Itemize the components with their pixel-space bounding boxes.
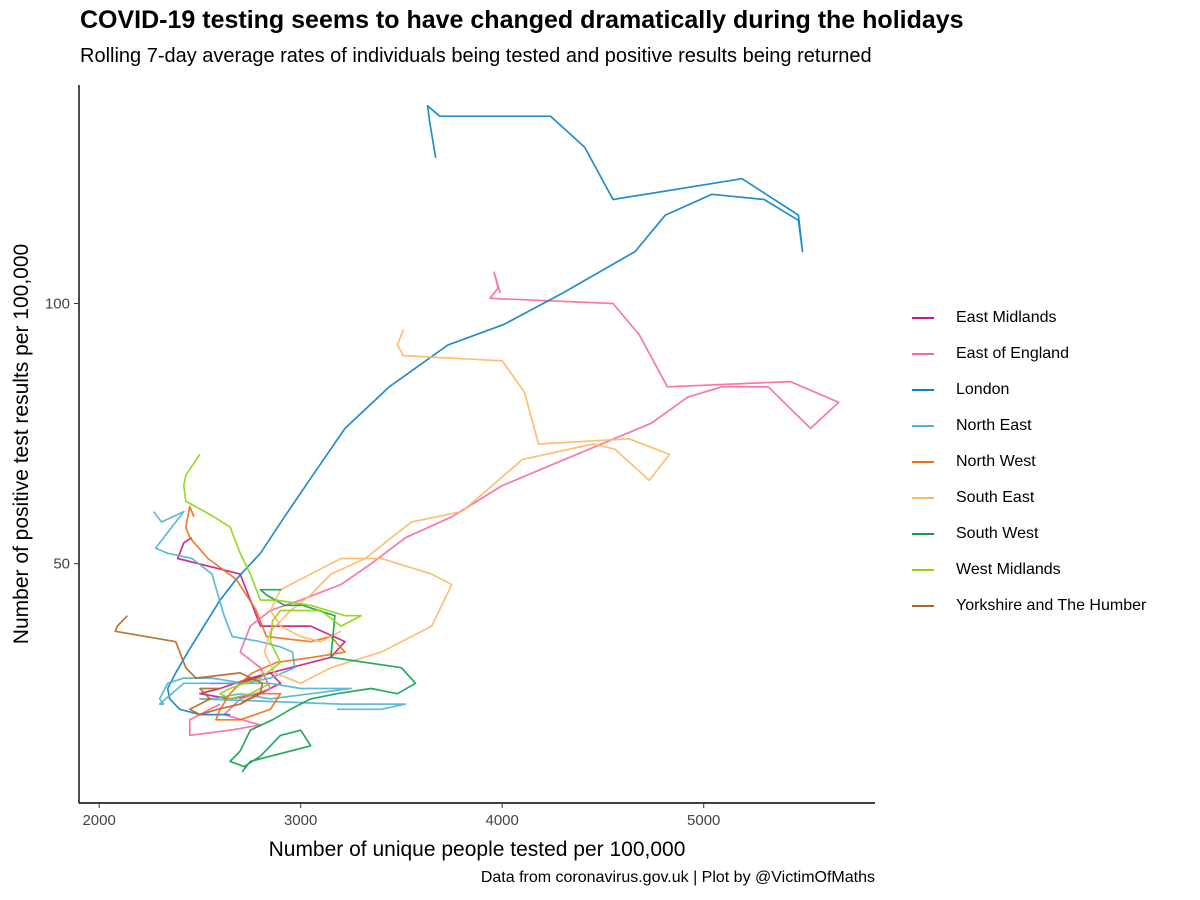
series-north-west [184,505,346,721]
legend-label: East Midlands [956,309,1057,326]
x-tick-label: 3000 [284,812,317,829]
legend-item: East Midlands [912,300,1146,336]
legend-swatch [912,497,934,499]
chart-subtitle: Rolling 7-day average rates of individua… [80,45,872,67]
legend-item: East of England [912,336,1146,372]
legend-item: West Midlands [912,552,1146,588]
series-line [229,588,417,773]
legend-label: North East [956,417,1032,434]
legend-item: Yorkshire and The Humber [912,588,1146,624]
legend-label: East of England [956,345,1069,362]
chart-title: COVID-19 testing seems to have changed d… [80,6,964,34]
series-east-of-england [188,271,840,737]
x-tick-label: 5000 [687,812,720,829]
x-tick-label: 4000 [486,812,519,829]
legend-swatch [912,605,934,607]
legend-label: West Midlands [956,561,1061,578]
ticks-layer: 2000 3000 4000 5000 50 100 [45,296,720,829]
series-line [152,510,407,711]
legend-item: North West [912,444,1146,480]
legend-label: London [956,381,1010,398]
series-west-midlands [182,453,362,700]
series-line [182,453,362,700]
legend-item: London [912,372,1146,408]
series-south-east [263,329,671,685]
series-yorkshire-and-the-humber [114,615,264,716]
series-line [263,329,671,685]
series-line [114,615,264,716]
legend-label: Yorkshire and The Humber [956,597,1147,614]
legend-swatch [912,317,934,319]
series-line [176,536,346,700]
series-north-east [152,510,407,711]
series-line [184,505,346,721]
legend-label: South West [956,525,1039,542]
legend-label: North West [956,453,1036,470]
series-south-west [229,588,417,773]
legend-label: South East [956,489,1035,506]
legend-swatch [912,569,934,571]
legend-swatch [912,389,934,391]
legend-swatch [912,461,934,463]
x-tick-label: 2000 [82,812,115,829]
series-line [166,104,804,716]
series-line [188,271,840,737]
caption: Data from coronavirus.gov.uk | Plot by @… [480,869,875,886]
series-east-midlands [176,536,346,700]
series-layer [114,104,840,773]
legend-item: North East [912,408,1146,444]
series-london [166,104,804,716]
legend-swatch [912,353,934,355]
legend-swatch [912,425,934,427]
legend-swatch [912,533,934,535]
y-axis-label: Number of positive test results per 100,… [10,244,33,644]
legend-item: South East [912,480,1146,516]
y-tick-label: 100 [45,296,70,313]
legend-item: South West [912,516,1146,552]
legend: East Midlands East of England London North … [912,300,1146,624]
y-tick-label: 50 [53,556,70,573]
x-axis-label: Number of unique people tested per 100,0… [269,838,686,861]
